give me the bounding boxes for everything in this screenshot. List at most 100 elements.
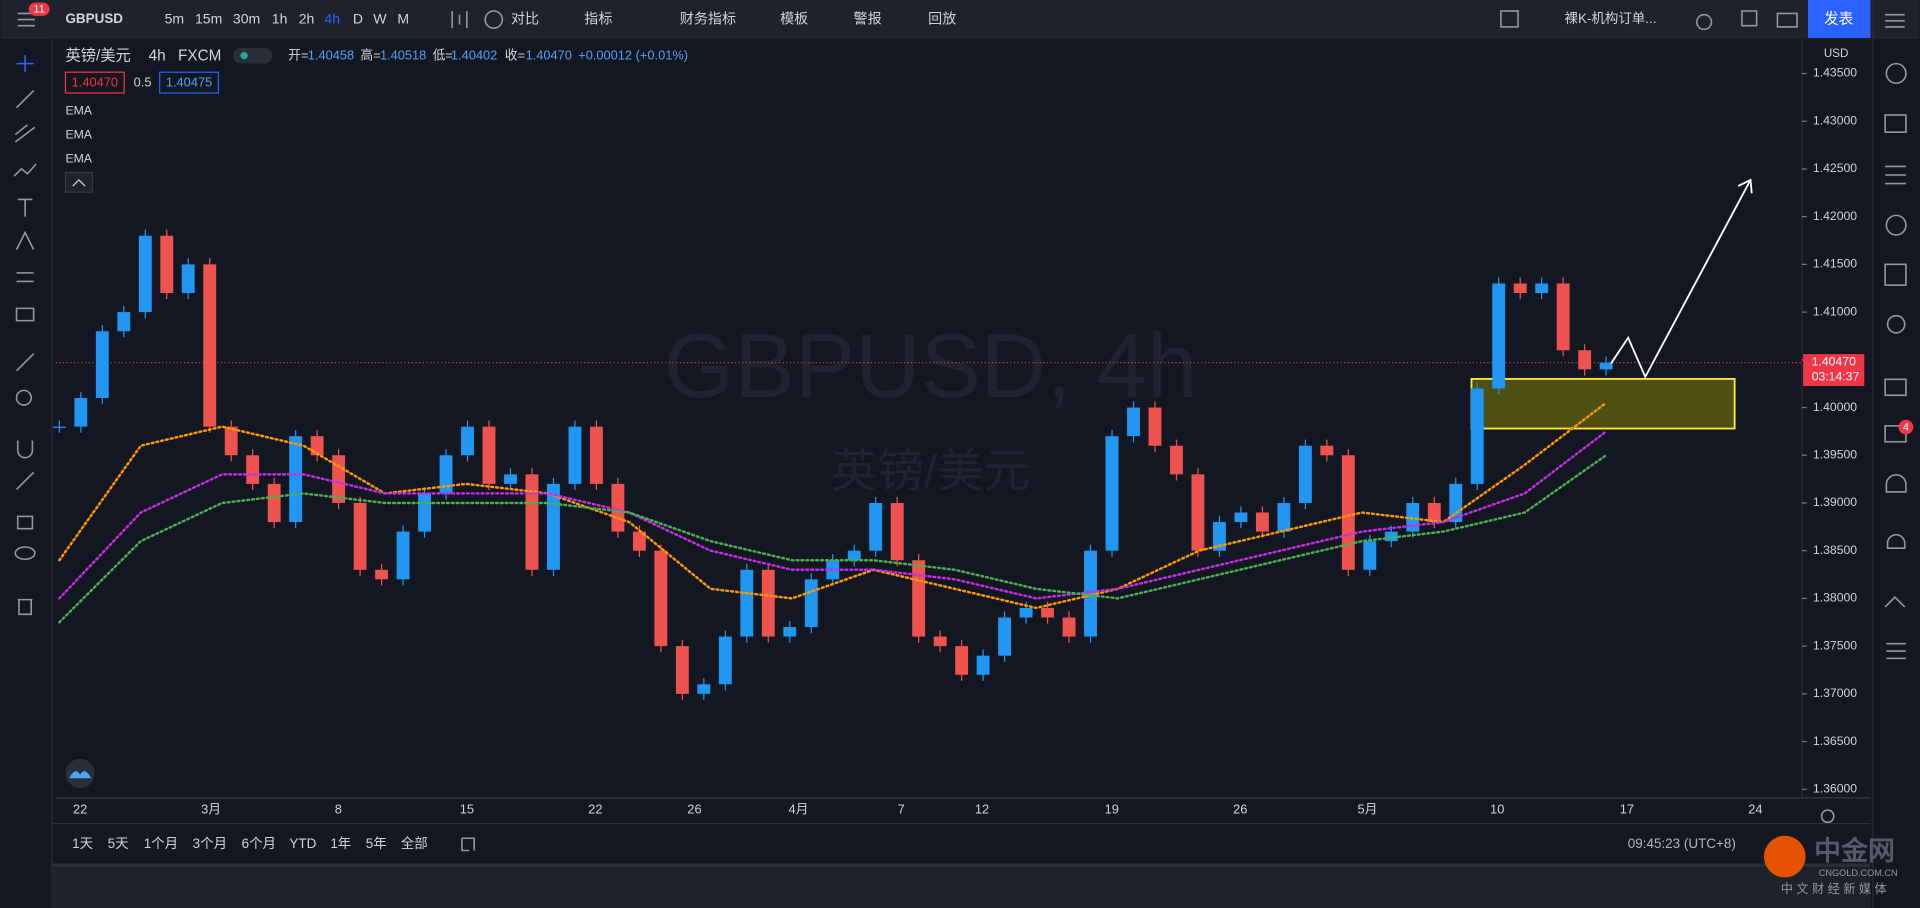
drawing-tools[interactable] xyxy=(13,55,37,616)
projection-arrow[interactable] xyxy=(1610,178,1753,380)
candle xyxy=(589,426,603,484)
open-value: 1.40458 xyxy=(308,48,354,63)
ema-line xyxy=(58,401,1608,610)
compare-icon[interactable] xyxy=(484,10,504,29)
candle xyxy=(869,502,883,551)
indicator-label: EMA xyxy=(65,151,92,165)
indicator-label: EMA xyxy=(65,104,92,118)
interval[interactable]: W xyxy=(373,10,387,26)
time-label: 8 xyxy=(335,801,342,816)
range-button[interactable]: 5年 xyxy=(366,836,387,851)
tab-bar xyxy=(52,867,1871,908)
axis-settings[interactable] xyxy=(1820,809,1835,824)
candle xyxy=(547,483,560,570)
currency: USD xyxy=(1824,47,1849,60)
publish-label[interactable]: 发表 xyxy=(1824,10,1854,27)
time-label: 22 xyxy=(73,801,87,816)
candle xyxy=(138,235,152,313)
candle xyxy=(1148,407,1162,446)
bid-box[interactable] xyxy=(64,71,125,94)
change: +0.00012 (+0.01%) xyxy=(578,48,688,63)
time-label: 3月 xyxy=(201,801,221,816)
candle xyxy=(181,264,195,294)
interval[interactable]: 30m xyxy=(233,10,260,26)
candle xyxy=(1427,502,1441,523)
price-label: 1.41000 xyxy=(1813,304,1857,318)
notification-badge xyxy=(1898,419,1914,435)
candle xyxy=(1492,283,1506,389)
toggle[interactable] xyxy=(233,47,273,64)
candle xyxy=(1041,607,1055,618)
last-price-tag xyxy=(1803,354,1865,386)
candle xyxy=(1535,283,1549,294)
logo-icon xyxy=(69,771,92,779)
interval[interactable]: M xyxy=(397,10,409,26)
badge-count: 11 xyxy=(33,4,44,16)
candle xyxy=(912,560,926,637)
tool-button[interactable]: 警报 xyxy=(854,10,882,26)
collapse-button[interactable] xyxy=(64,171,93,193)
tool-button[interactable]: 财务指标 xyxy=(680,10,736,26)
settings-icons[interactable] xyxy=(1695,10,1798,31)
price-label: 1.38000 xyxy=(1813,591,1857,605)
candle xyxy=(74,397,88,427)
range-icon[interactable] xyxy=(461,837,475,852)
candle xyxy=(1234,512,1248,523)
candle xyxy=(1599,362,1613,370)
interval[interactable]: 15m xyxy=(195,10,222,26)
interval[interactable]: 5m xyxy=(165,10,185,26)
close-label: 收= xyxy=(505,48,525,63)
range-button[interactable]: 1年 xyxy=(330,836,351,851)
notification-count: 4 xyxy=(1903,422,1909,434)
candle xyxy=(1191,474,1205,551)
interval[interactable]: D xyxy=(353,10,363,26)
candle xyxy=(632,531,646,551)
tool-button[interactable]: 指标 xyxy=(584,10,612,26)
range-button[interactable]: 1天 xyxy=(72,836,93,851)
candle xyxy=(525,474,539,570)
price-label: 1.36500 xyxy=(1813,734,1857,748)
candle xyxy=(697,684,711,694)
interval[interactable]: 4h xyxy=(324,10,340,26)
time-label: 24 xyxy=(1748,801,1762,816)
layout-icon[interactable] xyxy=(1500,10,1519,28)
tool-button[interactable]: 回放 xyxy=(928,10,956,26)
candle xyxy=(418,493,431,532)
interval[interactable]: 1h xyxy=(272,10,288,26)
price-label: 1.36000 xyxy=(1813,782,1857,796)
brand-url: CNGOLD.COM.CN xyxy=(1819,868,1898,878)
range-button[interactable]: 3个月 xyxy=(193,836,227,851)
candle xyxy=(1105,436,1119,551)
publish-button[interactable] xyxy=(1808,0,1871,38)
range-button[interactable]: 6个月 xyxy=(242,836,276,851)
candle xyxy=(246,455,260,484)
chart-type-icon[interactable] xyxy=(451,11,468,29)
candle xyxy=(224,426,238,456)
symbol[interactable]: GBPUSD xyxy=(65,11,123,26)
candle xyxy=(955,646,969,675)
candle xyxy=(1277,502,1291,532)
layout-name[interactable]: 裸K-机构订单... xyxy=(1565,11,1657,26)
ask-box[interactable] xyxy=(159,71,220,94)
candle xyxy=(1341,455,1355,570)
range-button[interactable]: 1个月 xyxy=(144,836,178,851)
range-button[interactable]: 全部 xyxy=(401,835,428,851)
ask: 1.40475 xyxy=(166,75,212,90)
candle xyxy=(482,426,496,484)
tool-button[interactable]: 对比 xyxy=(511,10,539,26)
time-label: 26 xyxy=(1233,801,1247,816)
candle xyxy=(1513,283,1527,294)
logo-button[interactable] xyxy=(65,758,95,789)
candle xyxy=(804,579,818,628)
tool-button[interactable]: 模板 xyxy=(780,10,808,26)
price-label: 1.39000 xyxy=(1813,495,1857,509)
interval[interactable]: 2h xyxy=(299,10,315,26)
candle xyxy=(289,436,303,523)
collapse-icon xyxy=(72,179,86,187)
legend-source: FXCM xyxy=(178,47,221,64)
range-button[interactable]: 5天 xyxy=(108,836,129,851)
candle xyxy=(933,636,947,647)
range-button[interactable]: YTD xyxy=(289,836,316,851)
candle xyxy=(1019,607,1033,618)
time-label: 19 xyxy=(1105,801,1119,816)
